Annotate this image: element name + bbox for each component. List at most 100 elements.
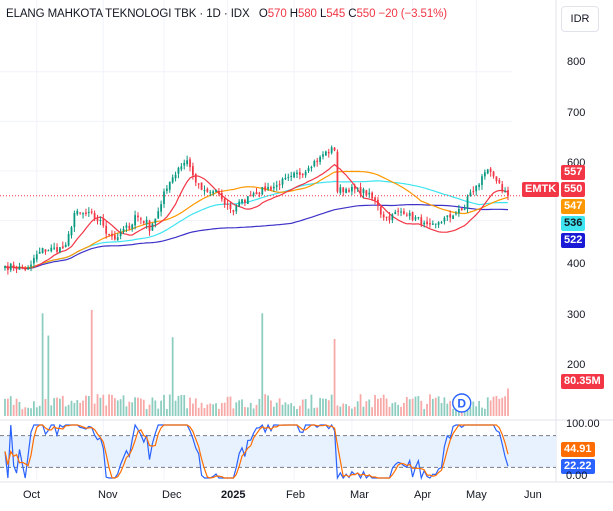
volume-bar [385, 398, 388, 416]
candle [264, 182, 267, 192]
candle-body [125, 225, 128, 228]
time-tick-nov: Nov [98, 489, 118, 501]
candle [90, 208, 93, 215]
candle-body [44, 249, 47, 252]
candle [223, 196, 226, 208]
candle [160, 200, 162, 217]
currency-button[interactable]: IDR [561, 6, 599, 32]
volume-bar [287, 404, 290, 416]
candle [56, 243, 58, 254]
candle [307, 165, 310, 173]
candle [9, 262, 12, 273]
price-tick-400: 400 [567, 258, 586, 270]
candle [351, 184, 353, 196]
candle-body [316, 160, 319, 163]
candle [481, 174, 483, 190]
candle-body [400, 211, 402, 213]
candle-body [460, 208, 463, 211]
candle [460, 208, 463, 211]
candle-body [47, 250, 50, 252]
candle [466, 194, 469, 213]
candle-body [365, 190, 368, 196]
volume-bar [284, 402, 287, 416]
volume-bar [160, 400, 162, 416]
candle-body [290, 175, 293, 177]
candle-body [330, 147, 333, 153]
candle [365, 189, 368, 197]
candle [157, 207, 160, 219]
interval: 1D [206, 8, 221, 20]
candle-body [64, 244, 67, 247]
symbol-name: ELANG MAHKOTA TEKNOLOGI TBK [6, 8, 197, 20]
candle [296, 169, 298, 179]
candle [226, 199, 229, 210]
candle [24, 266, 27, 272]
candle-body [6, 265, 9, 270]
candle [339, 184, 342, 195]
candle-body [501, 184, 504, 192]
volume-bar [440, 402, 443, 416]
candle [194, 173, 197, 187]
volume-bar [330, 394, 333, 416]
volume-bar [434, 397, 437, 416]
candle [405, 212, 408, 217]
volume-bar [408, 399, 411, 416]
volume-bar [293, 406, 295, 416]
candle-body [339, 187, 342, 193]
volume-bar [53, 398, 56, 416]
volume-bar [258, 398, 261, 416]
volume-bar [18, 401, 21, 416]
candle-body [429, 223, 431, 225]
candle [76, 208, 79, 216]
candle-body [301, 174, 304, 176]
candle [229, 201, 232, 214]
volume-bar [362, 406, 365, 416]
volume-bar [87, 396, 90, 416]
low-value: 545 [326, 8, 346, 20]
volume-bar [171, 337, 174, 416]
candle-body [27, 267, 30, 270]
candle-body [420, 217, 423, 225]
candle-body [475, 185, 478, 192]
candle [215, 189, 217, 193]
candle [50, 244, 53, 253]
volume-bar [351, 408, 353, 416]
candle [377, 196, 379, 211]
symbol-tag: EMTK [522, 182, 560, 197]
time-tick-oct: Oct [23, 489, 41, 501]
candle-body [411, 212, 414, 220]
candle-body [148, 220, 151, 232]
symbol-legend[interactable]: ELANG MAHKOTA TEKNOLOGI TBK · 1D · IDX O… [6, 8, 447, 20]
candle-body [226, 203, 229, 206]
volume-bar [405, 396, 408, 416]
volume-bar [278, 398, 281, 416]
candle-body [87, 211, 90, 213]
ma2-line [4, 170, 509, 269]
candle-body [319, 156, 321, 162]
candle-body [351, 186, 353, 192]
volume-bar [21, 409, 24, 416]
candle-body [50, 247, 53, 252]
time-tick-jun: Jun [524, 489, 542, 501]
volume-bar [177, 395, 180, 416]
candle [322, 151, 324, 160]
candle-body [252, 193, 255, 196]
candle-body [481, 176, 483, 185]
candle [154, 218, 157, 228]
candle-body [209, 192, 212, 194]
candle [362, 187, 365, 199]
candle-body [356, 187, 359, 189]
volume-bar [27, 407, 30, 416]
candle [168, 181, 171, 193]
volume-bar [446, 403, 449, 416]
volume-bar [154, 400, 157, 416]
high-label: H [289, 8, 298, 20]
candle-body [151, 223, 154, 231]
candle-body [180, 166, 183, 170]
volume-bar [203, 407, 206, 416]
volume-bar [235, 402, 238, 416]
candle-body [423, 222, 426, 225]
volume-bar [108, 394, 110, 416]
